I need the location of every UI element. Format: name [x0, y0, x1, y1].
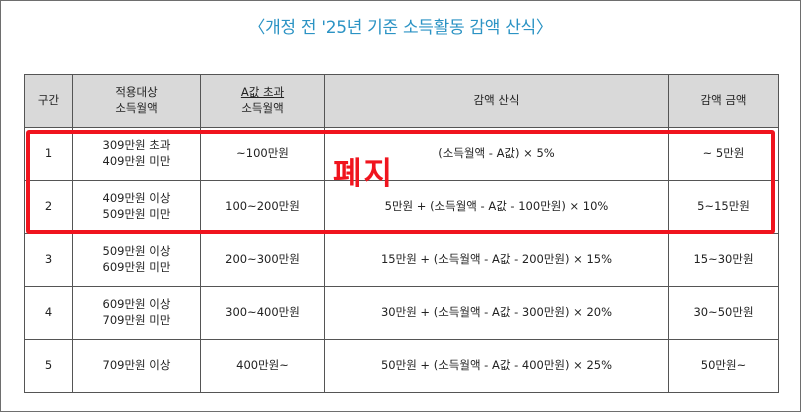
table-row: 1 309만원 초과 409만원 미만 ~100만원 (소득월액 - A값) × … — [24, 127, 779, 181]
table-header-row: 구간 적용대상 소득월액 A값 초과 소득월액 감액 산식 감액 금액 — [24, 74, 779, 128]
cell-target-income: 709만원 이상 — [72, 339, 201, 393]
header-target-income: 적용대상 소득월액 — [72, 74, 201, 128]
cell-formula: 5만원 + (소득월액 - A값 - 100만원) × 10% — [324, 180, 669, 234]
header-amount: 감액 금액 — [668, 74, 779, 128]
cell-target-income: 609만원 이상 709만원 미만 — [72, 286, 201, 340]
cell-amount: 30~50만원 — [668, 286, 779, 340]
cell-target-income: 509만원 이상 609만원 미만 — [72, 233, 201, 287]
table-row: 5 709만원 이상 400만원~ 50만원 + (소득월액 - A값 - 40… — [24, 339, 779, 393]
reduction-table: 구간 적용대상 소득월액 A값 초과 소득월액 감액 산식 감액 금액 1 309만… — [24, 74, 779, 393]
cell-section: 4 — [24, 286, 73, 340]
cell-excess-income: 400만원~ — [200, 339, 325, 393]
header-section: 구간 — [24, 74, 73, 128]
header-formula: 감액 산식 — [324, 74, 669, 128]
cell-target-income: 409만원 이상 509만원 미만 — [72, 180, 201, 234]
abolished-label: 폐지 — [333, 156, 395, 192]
abolished-highlight-box — [26, 130, 775, 234]
cell-amount: 50만원~ — [668, 339, 779, 393]
cell-section: 3 — [24, 233, 73, 287]
cell-formula: (소득월액 - A값) × 5% — [324, 127, 669, 181]
header-excess-income: A값 초과 소득월액 — [200, 74, 325, 128]
cell-excess-income: 300~400만원 — [200, 286, 325, 340]
cell-excess-income: 200~300만원 — [200, 233, 325, 287]
cell-amount: 5~15만원 — [668, 180, 779, 234]
cell-amount: 15~30만원 — [668, 233, 779, 287]
cell-amount: ~ 5만원 — [668, 127, 779, 181]
cell-target-income: 309만원 초과 409만원 미만 — [72, 127, 201, 181]
cell-excess-income: ~100만원 — [200, 127, 325, 181]
table-row: 4 609만원 이상 709만원 미만 300~400만원 30만원 + (소득월… — [24, 286, 779, 340]
table-row: 2 409만원 이상 509만원 미만 100~200만원 5만원 + (소득월액… — [24, 180, 779, 234]
cell-formula: 30만원 + (소득월액 - A값 - 300만원) × 20% — [324, 286, 669, 340]
page-title: 〈개정 전 '25년 기준 소득활동 감액 산식〉 — [248, 18, 553, 38]
table-row: 3 509만원 이상 609만원 미만 200~300만원 15만원 + (소득월… — [24, 233, 779, 287]
cell-section: 2 — [24, 180, 73, 234]
cell-section: 5 — [24, 339, 73, 393]
cell-formula: 50만원 + (소득월액 - A값 - 400만원) × 25% — [324, 339, 669, 393]
cell-excess-income: 100~200만원 — [200, 180, 325, 234]
cell-formula: 15만원 + (소득월액 - A값 - 200만원) × 15% — [324, 233, 669, 287]
